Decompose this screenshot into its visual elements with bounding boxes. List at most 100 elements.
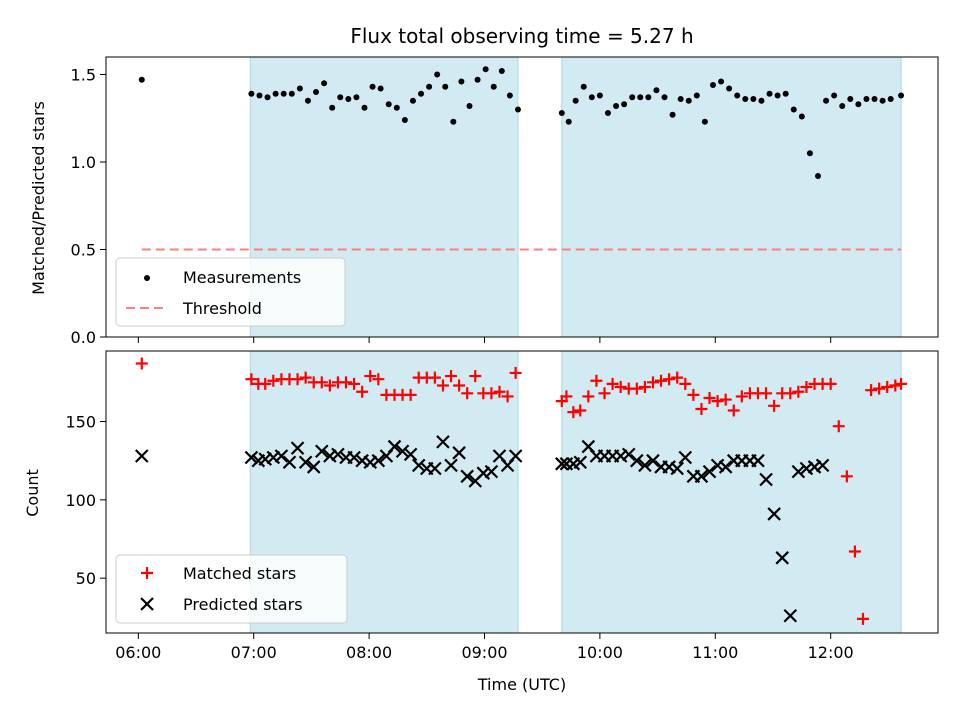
matched-star-point bbox=[135, 357, 148, 370]
matched-star-point bbox=[768, 399, 781, 412]
measurement-point bbox=[580, 83, 587, 90]
measurement-point bbox=[774, 92, 781, 99]
measurement-point bbox=[506, 92, 513, 99]
predicted-star-point bbox=[403, 447, 418, 462]
matched-star-point bbox=[792, 385, 805, 398]
measurement-point bbox=[790, 106, 797, 113]
matched-star-point bbox=[501, 390, 514, 403]
matched-star-point bbox=[630, 382, 643, 395]
matched-star-point bbox=[873, 382, 886, 395]
predicted-star-point bbox=[306, 460, 321, 474]
measurement-point bbox=[669, 111, 676, 118]
measurement-point bbox=[726, 85, 733, 92]
measurement-point bbox=[353, 94, 360, 101]
predicted-star-point bbox=[783, 608, 798, 623]
matched-star-point bbox=[453, 379, 466, 392]
x-tick-label: 12:00 bbox=[808, 643, 854, 662]
measurement-point bbox=[823, 97, 830, 104]
measurement-point bbox=[337, 94, 344, 101]
measurement-point bbox=[264, 94, 271, 101]
matched-star-point bbox=[663, 373, 676, 386]
predicted-star-point bbox=[452, 446, 466, 460]
legend-marker-matched bbox=[141, 567, 153, 579]
x-axis-label: Time (UTC) bbox=[477, 675, 566, 694]
matched-star-point bbox=[760, 387, 773, 400]
measurement-point bbox=[596, 92, 603, 99]
matched-star-point bbox=[895, 377, 908, 390]
matched-star-point bbox=[461, 387, 474, 400]
measurement-point bbox=[839, 103, 846, 109]
y-tick-label: 0.5 bbox=[71, 241, 96, 260]
y-tick-label: 0.0 bbox=[71, 328, 96, 347]
bottom-legend: Matched stars Predicted stars bbox=[115, 554, 348, 624]
measurement-point bbox=[565, 118, 572, 125]
legend-label-measurements: Measurements bbox=[183, 268, 301, 287]
predicted-star-point bbox=[134, 449, 149, 463]
matched-star-point bbox=[735, 390, 748, 403]
matched-star-point bbox=[348, 377, 361, 390]
matched-star-point bbox=[340, 376, 353, 389]
top-legend: Measurements Threshold bbox=[115, 257, 346, 327]
x-tick-label: 11:00 bbox=[692, 643, 738, 662]
measurement-point bbox=[766, 90, 773, 97]
predicted-star-point bbox=[621, 447, 636, 462]
measurement-point bbox=[482, 66, 489, 73]
matched-star-point bbox=[259, 377, 272, 390]
y-tick-label: 1.0 bbox=[71, 153, 96, 172]
measurement-point bbox=[296, 85, 303, 92]
measurement-point bbox=[490, 83, 497, 90]
matched-star-point bbox=[428, 371, 441, 384]
predicted-star-point bbox=[815, 458, 830, 473]
matched-star-point bbox=[784, 387, 797, 400]
shaded-interval bbox=[561, 56, 902, 338]
predicted-star-point bbox=[290, 441, 305, 455]
measurement-point bbox=[321, 80, 328, 87]
x-tick-label: 08:00 bbox=[346, 643, 392, 662]
bottom-y-axis-label: Count bbox=[23, 469, 42, 517]
matched-star-point bbox=[727, 404, 740, 417]
matched-star-point bbox=[567, 406, 580, 419]
matched-star-point bbox=[889, 379, 902, 392]
ratio-panel: 0.0 0.5 1.0 1.5 Measurements Threshold bbox=[71, 56, 939, 347]
matched-star-point bbox=[646, 376, 659, 389]
measurement-point bbox=[629, 94, 636, 101]
matched-star-point bbox=[445, 370, 458, 383]
predicted-star-point bbox=[444, 458, 458, 473]
predicted-star-point bbox=[411, 458, 426, 473]
predicted-star-point bbox=[646, 453, 660, 468]
measurement-point bbox=[385, 101, 392, 108]
matched-star-point bbox=[356, 385, 369, 398]
chart-title: Flux total observing time = 5.27 h bbox=[350, 24, 693, 48]
legend-marker-predicted bbox=[140, 597, 154, 611]
matched-star-point bbox=[703, 392, 716, 404]
predicted-star-point bbox=[638, 458, 652, 473]
legend-label-threshold: Threshold bbox=[182, 299, 262, 318]
predicted-star-point bbox=[678, 450, 693, 465]
predicted-star-point bbox=[767, 507, 781, 521]
measurement-point bbox=[879, 97, 886, 104]
y-tick-label: 1.5 bbox=[71, 66, 96, 85]
matched-star-point bbox=[824, 377, 837, 390]
predicted-star-point bbox=[315, 444, 329, 459]
matched-star-point bbox=[881, 381, 894, 394]
predicted-star-point bbox=[791, 464, 806, 479]
measurement-point bbox=[701, 118, 708, 125]
matched-star-point bbox=[485, 387, 498, 400]
measurement-point bbox=[409, 97, 416, 104]
measurement-point bbox=[369, 83, 376, 90]
matched-star-point bbox=[638, 381, 651, 394]
matched-star-point bbox=[509, 366, 522, 379]
matched-star-point bbox=[598, 387, 611, 400]
top-axes-frame bbox=[105, 56, 939, 338]
predicted-star-point bbox=[508, 449, 523, 463]
matched-star-point bbox=[687, 388, 700, 401]
measurement-point bbox=[734, 92, 741, 99]
matched-star-point bbox=[372, 373, 385, 386]
measurement-point bbox=[450, 118, 457, 125]
x-tick-label: 07:00 bbox=[231, 643, 277, 662]
measurement-point bbox=[742, 96, 749, 102]
predicted-star-point bbox=[484, 464, 499, 479]
measurement-point bbox=[442, 83, 449, 90]
matched-star-point bbox=[840, 470, 853, 483]
